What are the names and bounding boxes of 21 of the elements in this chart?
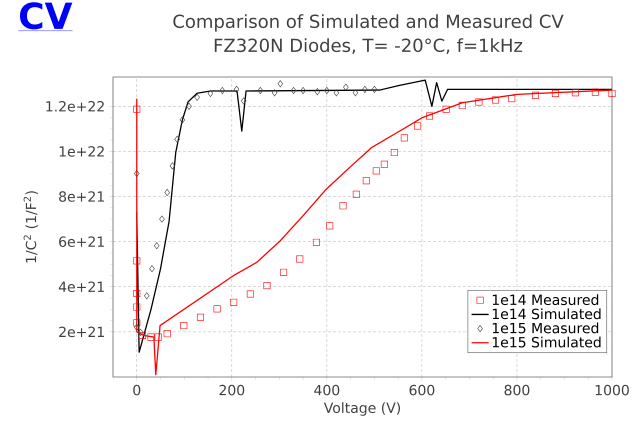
- y-tick-label: 1e+22: [60, 146, 104, 157]
- legend-label: 1e14 Simulated: [492, 308, 601, 320]
- y-tick-label: 6e+21: [59, 236, 104, 247]
- x-tick-label: 800: [504, 384, 530, 396]
- y-tick-label: 2e+21: [59, 326, 104, 338]
- legend-label: 1e14 Measured: [492, 294, 598, 306]
- y-tick-label: 8e+21: [59, 191, 104, 202]
- chart-title: Comparison of Simulated and Measured CV: [173, 14, 564, 32]
- legend-label: 1e15 Measured: [492, 322, 598, 334]
- y-tick-label: 4e+21: [58, 281, 104, 292]
- text: CV: [20, 2, 72, 30]
- y-tick-label: 1.2e+22: [46, 101, 104, 112]
- x-tick-label: 400: [314, 384, 340, 396]
- x-tick-label: 1000: [596, 384, 629, 396]
- x-tick-label: 200: [219, 384, 244, 396]
- legend-label: 1e15 Simulated: [492, 336, 601, 348]
- chart-subtitle: FZ320N Diodes, T= -20°C, f=1kHz: [214, 38, 522, 54]
- x-axis-title: Voltage (V): [324, 402, 400, 416]
- y-axis-title: 1/C$^{2}$ (1/F$^{2}$): [24, 191, 38, 262]
- x-tick-label: 600: [410, 384, 434, 396]
- x-tick-label: 0: [133, 384, 140, 396]
